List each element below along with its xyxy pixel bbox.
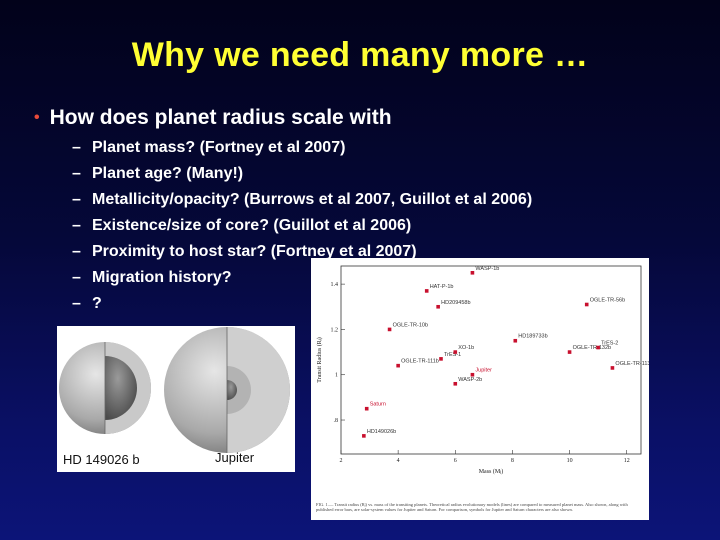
slide-title: Why we need many more … bbox=[131, 36, 589, 74]
data-point bbox=[596, 345, 600, 350]
sub-item-text: Planet age? (Many!) bbox=[92, 165, 244, 182]
x-tick-label: 4 bbox=[397, 458, 400, 464]
figure-caption: FIG. 1.— Transit radius (Rⱼ) vs. mass of… bbox=[316, 502, 628, 512]
data-point-label: XO-1b bbox=[458, 345, 474, 351]
y-axis-label: Transit Radius (Rⱼ) bbox=[316, 337, 323, 383]
data-point bbox=[396, 363, 400, 368]
planet-core-figure: HD 149026 b Jupiter bbox=[57, 326, 295, 472]
dash-icon: – bbox=[72, 139, 81, 156]
data-point bbox=[436, 304, 440, 309]
sub-item: – Metallicity/opacity? (Burrows et al 200… bbox=[72, 190, 532, 216]
sub-item-text: Metallicity/opacity? (Burrows et al 2007… bbox=[92, 191, 533, 208]
mass-radius-plot: 2 4 6 8 10 12 1.4 1.2 1 .8 WASP-1b HAT-P-1b OGLE-T… bbox=[316, 265, 649, 475]
sub-item: – Planet mass? (Fortney et al 2007) bbox=[72, 138, 532, 164]
x-tick-label: 12 bbox=[624, 458, 630, 464]
x-tick-label: 10 bbox=[567, 458, 573, 464]
sub-item: – Existence/size of core? (Guillot et al … bbox=[72, 216, 532, 242]
plot-frame bbox=[340, 265, 642, 455]
sub-item: – Planet age? (Many!) bbox=[72, 164, 532, 190]
dash-icon: – bbox=[72, 217, 81, 234]
data-point bbox=[513, 338, 518, 343]
sub-item-text: ? bbox=[92, 295, 102, 312]
data-point-label: OGLE-TR-10b bbox=[393, 322, 428, 328]
y-tick-label: .8 bbox=[334, 418, 339, 424]
main-bullet-text: How does planet radius scale with bbox=[49, 106, 392, 129]
dash-icon: – bbox=[72, 243, 81, 260]
data-point bbox=[387, 327, 392, 332]
data-point-label: TrES-1 bbox=[444, 352, 461, 358]
data-point-label: OGLE-TR-132b bbox=[573, 345, 612, 351]
data-point-label: OGLE-TR-111b bbox=[401, 359, 439, 365]
y-tick-label: 1.4 bbox=[331, 282, 339, 288]
data-point-label: HD189733b bbox=[518, 334, 547, 340]
sub-item-text: Planet mass? (Fortney et al 2007) bbox=[92, 139, 346, 156]
data-point bbox=[470, 270, 475, 275]
x-tick-label: 2 bbox=[340, 458, 343, 464]
jupiter-sphere bbox=[164, 327, 290, 453]
data-point-label: OGLE-TR-113b bbox=[615, 361, 649, 367]
data-point-label: Saturn bbox=[370, 402, 386, 408]
data-point bbox=[362, 434, 366, 438]
hd149026b-sphere bbox=[59, 342, 151, 434]
sub-item: –? bbox=[72, 294, 532, 320]
label-jupiter: Jupiter bbox=[215, 450, 255, 465]
data-point-label: WASP-1b bbox=[475, 266, 499, 272]
dash-icon: – bbox=[72, 295, 81, 312]
dash-icon: – bbox=[72, 269, 81, 286]
data-point bbox=[453, 381, 458, 386]
bullet-dot-icon: • bbox=[34, 109, 40, 126]
sub-item-text: Migration history? bbox=[92, 269, 232, 286]
planet-cutaway-illustration bbox=[59, 327, 290, 453]
dash-icon: – bbox=[72, 165, 81, 182]
data-point-label: Jupiter bbox=[475, 368, 492, 374]
data-point-label: TrES-2 bbox=[601, 341, 618, 347]
y-tick-label: 1.2 bbox=[331, 327, 339, 333]
data-point-label: WASP-2b bbox=[458, 377, 482, 383]
data-point bbox=[610, 366, 615, 370]
data-point-label: HD149026b bbox=[367, 429, 396, 435]
sub-item: – Migration history? bbox=[72, 268, 532, 294]
data-point-label: HD209458b bbox=[441, 300, 470, 306]
y-tick-label: 1 bbox=[335, 373, 338, 379]
sub-bullet-list: – Planet mass? (Fortney et al 2007) – Plan… bbox=[72, 138, 532, 320]
x-tick-label: 8 bbox=[511, 458, 514, 464]
label-hd149026b: HD 149026 b bbox=[63, 452, 140, 467]
data-point bbox=[584, 302, 589, 307]
mass-radius-chart: 2 4 6 8 10 12 1.4 1.2 1 .8 WASP-1b HAT-P-1b OGLE-T… bbox=[311, 258, 649, 520]
x-tick-label: 6 bbox=[454, 458, 457, 464]
data-point-label: OGLE-TR-56b bbox=[590, 298, 625, 304]
data-point-label: HAT-P-1b bbox=[430, 284, 454, 290]
data-point bbox=[453, 350, 458, 354]
data-point bbox=[364, 406, 369, 411]
x-axis-label: Mass (Mⱼ) bbox=[479, 468, 504, 475]
dash-icon: – bbox=[72, 191, 81, 208]
main-bullet: • How does planet radius scale with bbox=[34, 106, 392, 130]
data-point bbox=[470, 372, 475, 377]
sub-item-text: Existence/size of core? (Guillot et al 2… bbox=[92, 217, 412, 234]
data-point bbox=[567, 350, 572, 354]
sub-item-text: Proximity to host star? (Fortney et al 2… bbox=[92, 243, 417, 260]
data-point bbox=[424, 289, 429, 293]
sub-item: – Proximity to host star? (Fortney et al … bbox=[72, 242, 532, 268]
data-point bbox=[439, 357, 443, 361]
